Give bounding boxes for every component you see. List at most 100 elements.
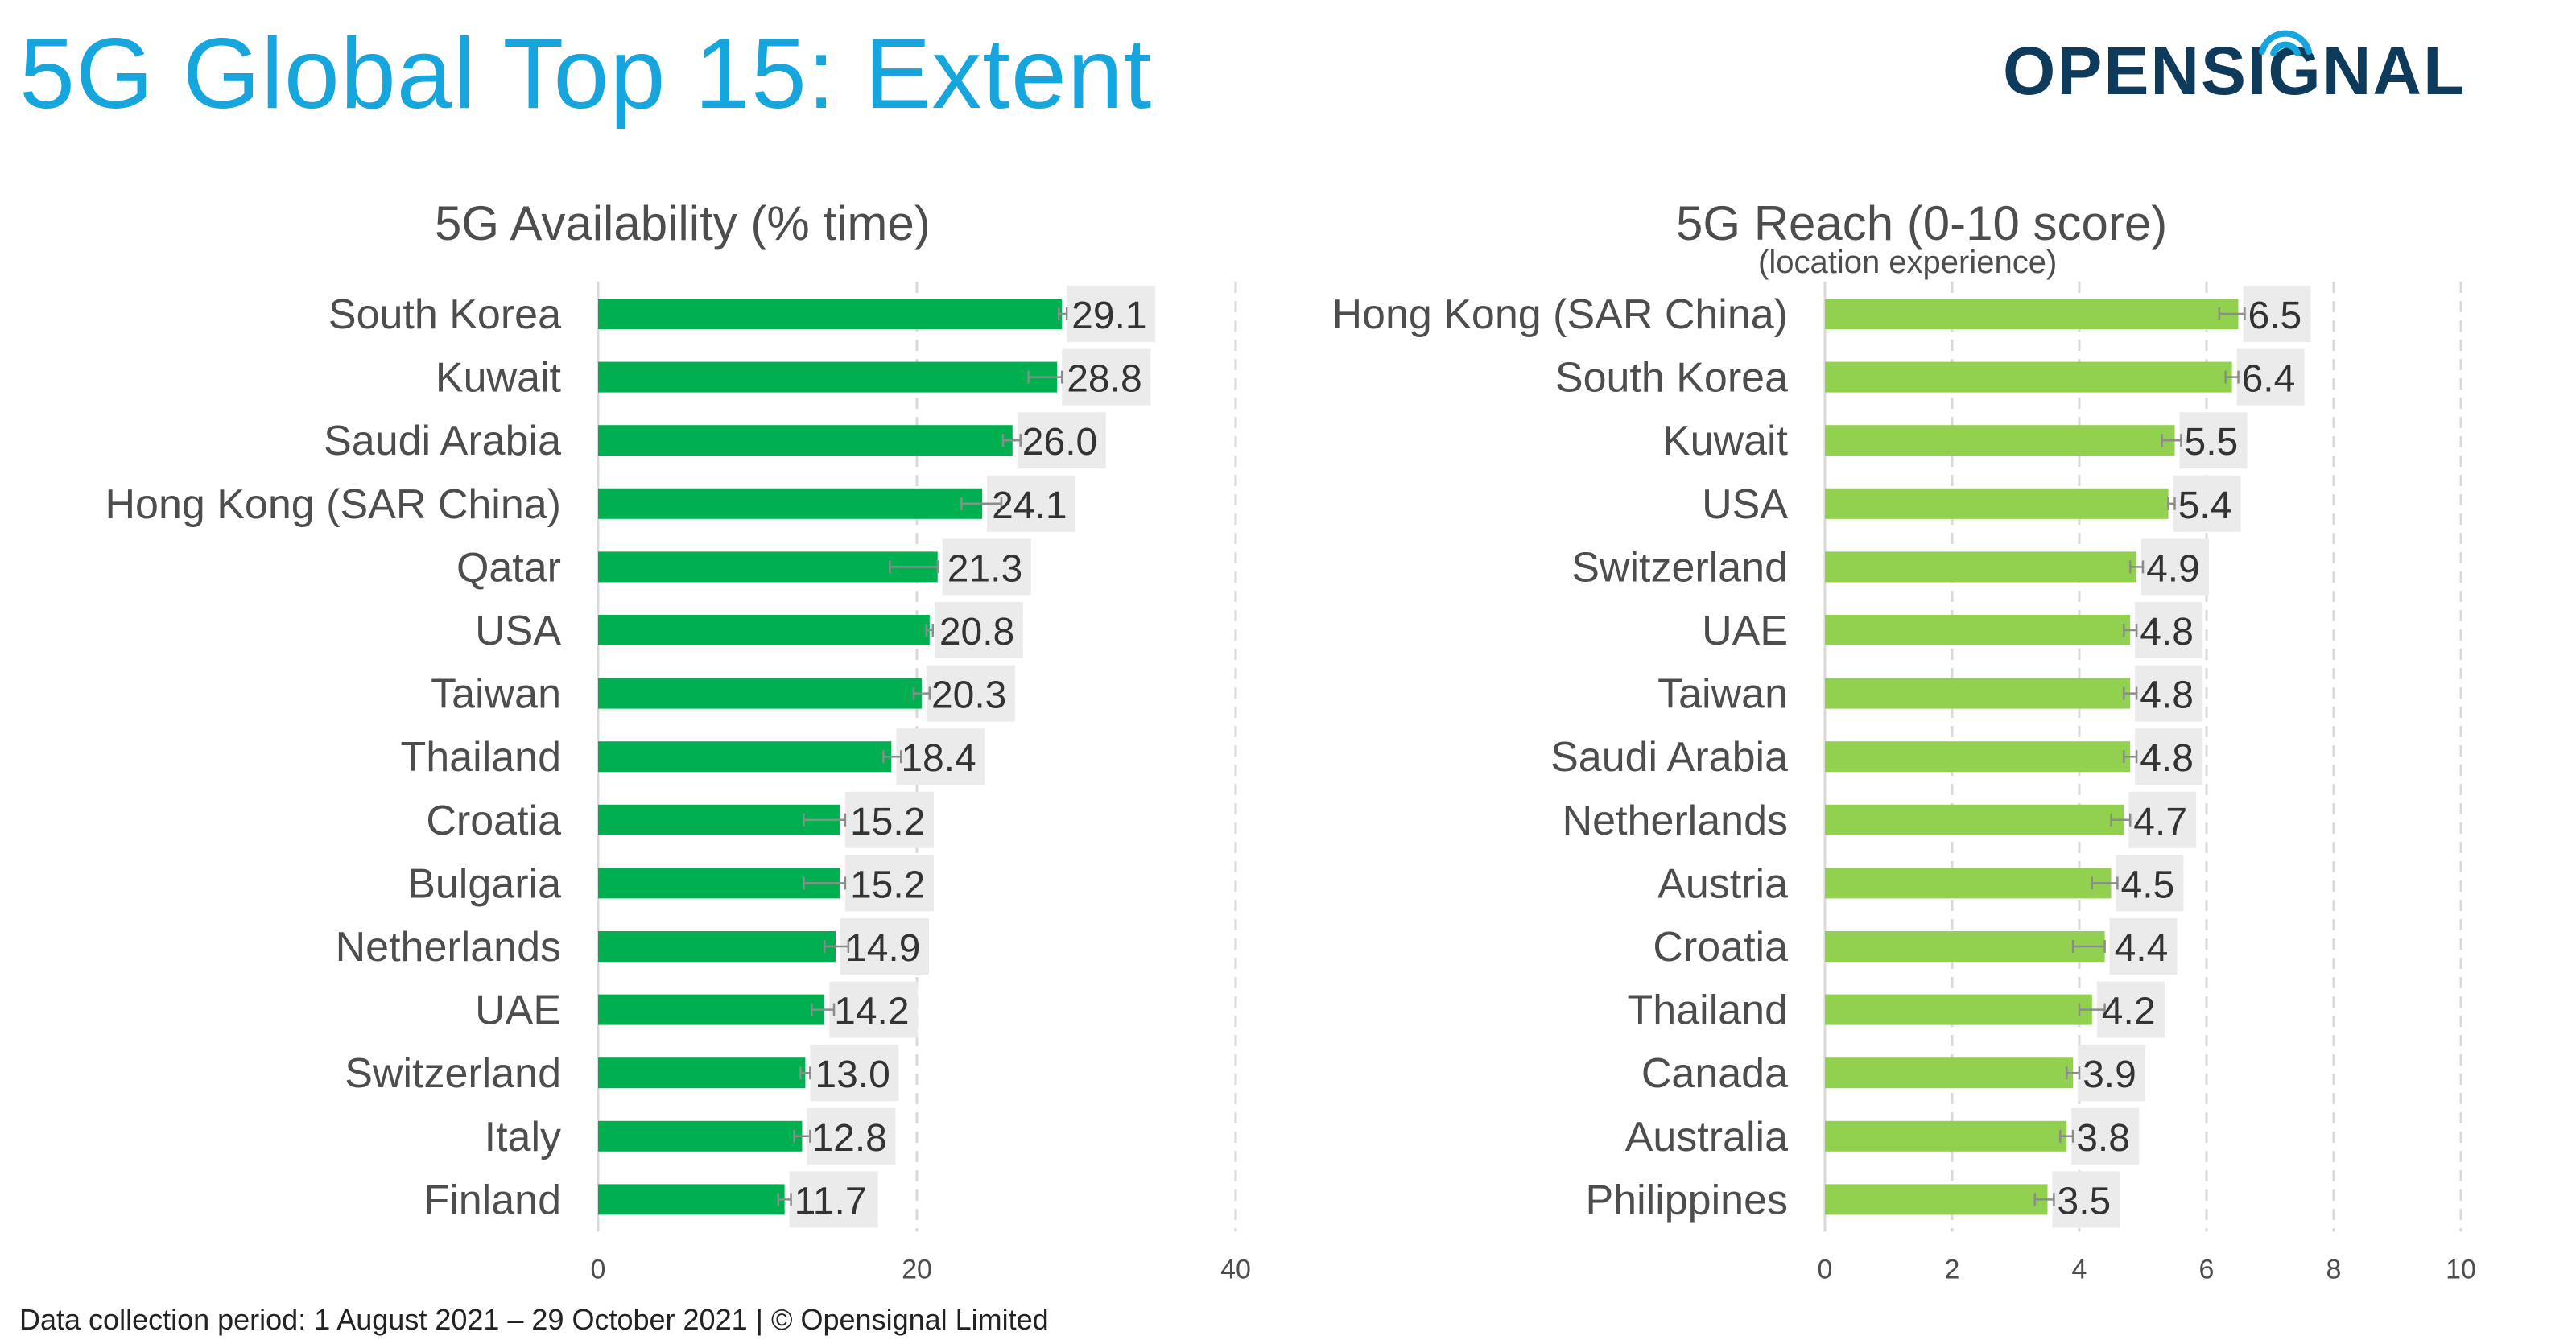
footer-note: Data collection period: 1 August 2021 – …: [19, 1303, 1049, 1336]
value-label-box: [2109, 918, 2178, 975]
bar: [598, 1184, 785, 1215]
category-label: Taiwan: [431, 671, 561, 718]
opensignal-logo: OPENSIGNAL: [2003, 30, 2464, 109]
category-label: Thailand: [1628, 987, 1788, 1034]
value-label-box: [844, 791, 934, 848]
bar: [1825, 994, 2092, 1025]
category-label: USA: [1702, 481, 1788, 528]
x-tick-label: 8: [2326, 1254, 2342, 1284]
value-label-box: [2078, 1045, 2146, 1102]
bar: [1825, 741, 2131, 773]
value-label: 26.0: [1022, 421, 1097, 464]
value-label-box: [2236, 348, 2305, 406]
value-label-box: [1017, 412, 1106, 469]
bar: [1825, 1184, 2048, 1215]
category-label: Croatia: [426, 798, 561, 844]
category-label: Netherlands: [336, 924, 561, 971]
value-label-box: [810, 1045, 899, 1102]
value-label-box: [2052, 1171, 2120, 1228]
x-tick-label: 40: [1220, 1254, 1251, 1284]
category-label: Kuwait: [436, 355, 562, 402]
category-label: Netherlands: [1563, 798, 1788, 844]
value-label: 5.5: [2185, 421, 2239, 464]
availability-chart-plot: 0 20 40 South Korea 29.1 Kuwait 28.8 Saudi Arab…: [105, 282, 1251, 1284]
bar: [598, 1120, 803, 1152]
bar: [1825, 868, 2112, 899]
value-label: 28.8: [1067, 358, 1141, 401]
bar: [598, 678, 922, 709]
bar: [598, 425, 1013, 456]
value-label: 4.9: [2146, 547, 2200, 590]
page-title: 5G Global Top 15: Extent: [19, 19, 1153, 130]
value-label: 4.8: [2140, 674, 2194, 717]
bar: [598, 1057, 806, 1089]
bar: [1825, 678, 2131, 709]
category-label: UAE: [1702, 608, 1788, 654]
bar: [1825, 1120, 2067, 1152]
category-label: Australia: [1625, 1114, 1788, 1161]
bar: [1825, 425, 2175, 456]
value-label: 4.4: [2115, 927, 2169, 970]
bar: [598, 615, 930, 645]
value-label-box: [2179, 412, 2248, 469]
chart-subtitle: (location experience): [1758, 245, 2058, 280]
value-label-box: [789, 1171, 878, 1228]
x-tick-label: 0: [591, 1254, 606, 1284]
chart-title: 5G Reach (0-10 score): [1676, 196, 2168, 250]
value-label: 14.9: [845, 927, 920, 970]
bar: [1825, 299, 2239, 329]
value-label: 3.9: [2083, 1053, 2136, 1096]
value-label-box: [2071, 1107, 2140, 1165]
category-label: Hong Kong (SAR China): [1331, 291, 1788, 338]
value-label: 14.2: [834, 991, 909, 1033]
bar: [1825, 804, 2124, 835]
value-label: 6.4: [2242, 358, 2296, 401]
value-label-box: [942, 538, 1031, 596]
chart-title: 5G Availability (% time): [435, 196, 931, 250]
bar: [1825, 1057, 2074, 1089]
value-label-box: [2135, 728, 2203, 785]
value-label-box: [829, 981, 919, 1038]
value-label: 15.2: [850, 864, 925, 906]
value-label-box: [934, 602, 1023, 658]
value-label: 15.2: [850, 801, 925, 843]
value-label: 5.4: [2178, 484, 2232, 527]
bar: [1825, 488, 2169, 519]
x-tick-label: 6: [2199, 1254, 2215, 1284]
bar: [598, 741, 892, 773]
x-tick-label: 20: [902, 1254, 932, 1284]
signal-icon: [2259, 30, 2312, 56]
category-label: South Korea: [1555, 355, 1788, 402]
x-tick-label: 0: [1818, 1254, 1833, 1284]
category-label: USA: [475, 608, 561, 654]
value-label: 20.3: [931, 674, 1006, 717]
value-label: 24.1: [992, 484, 1067, 527]
category-label: Switzerland: [1571, 544, 1788, 591]
value-label: 13.0: [815, 1053, 890, 1096]
x-tick-label: 2: [1945, 1254, 1960, 1284]
reach-chart-plot: 0 2 4 6 8 10 Hong Kong (SAR China) 6.5 South Kor…: [1331, 282, 2476, 1284]
category-label: Croatia: [1653, 924, 1788, 971]
category-label: Switzerland: [345, 1050, 561, 1097]
value-label-box: [2243, 286, 2311, 342]
value-label: 29.1: [1071, 295, 1146, 337]
bar: [598, 994, 825, 1025]
reach-chart: 5G Reach (0-10 score) (location experien…: [1256, 177, 2576, 1304]
value-label: 12.8: [811, 1117, 886, 1160]
category-label: Qatar: [456, 544, 561, 591]
value-label: 18.4: [901, 737, 976, 780]
bar: [598, 804, 840, 835]
bar: [598, 361, 1058, 393]
bar: [1825, 615, 2131, 645]
value-label: 4.8: [2140, 611, 2194, 653]
value-label: 3.8: [2076, 1117, 2130, 1160]
category-label: Finland: [423, 1177, 561, 1223]
value-label-box: [2116, 855, 2184, 912]
availability-chart: 5G Availability (% time) 0 20 40 South Kore…: [0, 177, 1272, 1304]
value-label: 4.8: [2140, 737, 2194, 780]
category-label: UAE: [475, 987, 561, 1034]
value-label-box: [2128, 791, 2197, 848]
category-label: Taiwan: [1657, 671, 1788, 718]
category-label: Austria: [1657, 860, 1788, 907]
bar: [1825, 551, 2137, 583]
